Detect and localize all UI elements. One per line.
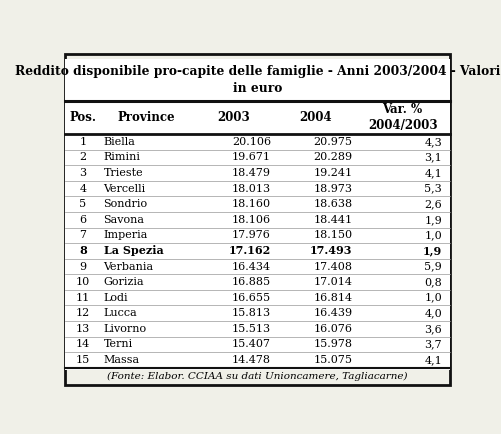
Text: 17.408: 17.408 xyxy=(313,262,352,272)
Text: 2: 2 xyxy=(79,152,86,162)
Text: 18.638: 18.638 xyxy=(313,199,352,209)
Text: 18.013: 18.013 xyxy=(231,184,271,194)
Text: 12: 12 xyxy=(76,308,90,318)
Text: 4,1: 4,1 xyxy=(423,355,441,365)
Text: Sondrio: Sondrio xyxy=(103,199,147,209)
Text: 17.976: 17.976 xyxy=(231,230,271,240)
Text: 15.407: 15.407 xyxy=(231,339,271,349)
Text: 7: 7 xyxy=(79,230,86,240)
Text: Biella: Biella xyxy=(103,137,135,147)
Text: 16.885: 16.885 xyxy=(231,277,271,287)
Text: Massa: Massa xyxy=(103,355,139,365)
Text: Gorizia: Gorizia xyxy=(103,277,144,287)
Text: 3,7: 3,7 xyxy=(424,339,441,349)
Text: 13: 13 xyxy=(76,324,90,334)
Text: Province: Province xyxy=(117,111,175,124)
Text: 20.289: 20.289 xyxy=(313,152,352,162)
Text: 17.014: 17.014 xyxy=(313,277,352,287)
Text: 2003: 2003 xyxy=(217,111,250,124)
Text: 10: 10 xyxy=(76,277,90,287)
Text: 6: 6 xyxy=(79,215,86,225)
Text: 5,9: 5,9 xyxy=(423,262,441,272)
Text: Verbania: Verbania xyxy=(103,262,153,272)
Text: 3: 3 xyxy=(79,168,86,178)
Text: Rimini: Rimini xyxy=(103,152,140,162)
Text: 19.671: 19.671 xyxy=(231,152,271,162)
Text: 20.106: 20.106 xyxy=(231,137,271,147)
Text: 18.160: 18.160 xyxy=(231,199,271,209)
Text: 18.973: 18.973 xyxy=(313,184,352,194)
Text: 14.478: 14.478 xyxy=(231,355,271,365)
Text: La Spezia: La Spezia xyxy=(103,245,163,256)
Text: Terni: Terni xyxy=(103,339,133,349)
Text: 14: 14 xyxy=(76,339,90,349)
Text: Vercelli: Vercelli xyxy=(103,184,146,194)
Text: 15.513: 15.513 xyxy=(231,324,271,334)
Text: Livorno: Livorno xyxy=(103,324,146,334)
Text: Savona: Savona xyxy=(103,215,144,225)
Text: 9: 9 xyxy=(79,262,86,272)
Text: 2,6: 2,6 xyxy=(423,199,441,209)
Text: Imperia: Imperia xyxy=(103,230,148,240)
Text: 18.106: 18.106 xyxy=(231,215,271,225)
Text: 3,1: 3,1 xyxy=(423,152,441,162)
Text: 15.813: 15.813 xyxy=(231,308,271,318)
Text: 1,0: 1,0 xyxy=(423,293,441,302)
Text: 4,1: 4,1 xyxy=(423,168,441,178)
Text: 1,9: 1,9 xyxy=(422,245,441,256)
Text: 4,3: 4,3 xyxy=(423,137,441,147)
Text: 19.241: 19.241 xyxy=(313,168,352,178)
Text: 17.162: 17.162 xyxy=(228,245,271,256)
Text: Trieste: Trieste xyxy=(103,168,143,178)
Text: 4,0: 4,0 xyxy=(423,308,441,318)
Text: Pos.: Pos. xyxy=(69,111,96,124)
Text: 18.479: 18.479 xyxy=(231,168,271,178)
Text: 18.150: 18.150 xyxy=(313,230,352,240)
Text: 16.814: 16.814 xyxy=(313,293,352,302)
Text: 11: 11 xyxy=(76,293,90,302)
Text: 5,3: 5,3 xyxy=(423,184,441,194)
Text: 15.075: 15.075 xyxy=(313,355,352,365)
Text: 1,0: 1,0 xyxy=(423,230,441,240)
Text: 2004: 2004 xyxy=(299,111,331,124)
Text: 16.076: 16.076 xyxy=(313,324,352,334)
Text: Var. %
2004/2003: Var. % 2004/2003 xyxy=(367,103,436,132)
Text: Lucca: Lucca xyxy=(103,308,137,318)
Text: (Fonte: Elabor. CCIAA su dati Unioncamere, Tagliacarne): (Fonte: Elabor. CCIAA su dati Unioncamer… xyxy=(107,372,407,381)
Text: 16.434: 16.434 xyxy=(231,262,271,272)
Text: 20.975: 20.975 xyxy=(313,137,352,147)
Text: 4: 4 xyxy=(79,184,86,194)
Text: 16.655: 16.655 xyxy=(231,293,271,302)
Text: 18.441: 18.441 xyxy=(313,215,352,225)
Text: 8: 8 xyxy=(79,245,87,256)
Text: 3,6: 3,6 xyxy=(423,324,441,334)
Text: 17.493: 17.493 xyxy=(310,245,352,256)
Text: 15: 15 xyxy=(76,355,90,365)
Text: 0,8: 0,8 xyxy=(423,277,441,287)
Text: 16.439: 16.439 xyxy=(313,308,352,318)
Text: 15.978: 15.978 xyxy=(313,339,352,349)
Text: Lodi: Lodi xyxy=(103,293,128,302)
Text: Reddito disponibile pro-capite delle famiglie - Anni 2003/2004 - Valori
in euro: Reddito disponibile pro-capite delle fam… xyxy=(15,66,499,95)
Text: 5: 5 xyxy=(79,199,86,209)
Text: 1,9: 1,9 xyxy=(423,215,441,225)
Text: 1: 1 xyxy=(79,137,86,147)
